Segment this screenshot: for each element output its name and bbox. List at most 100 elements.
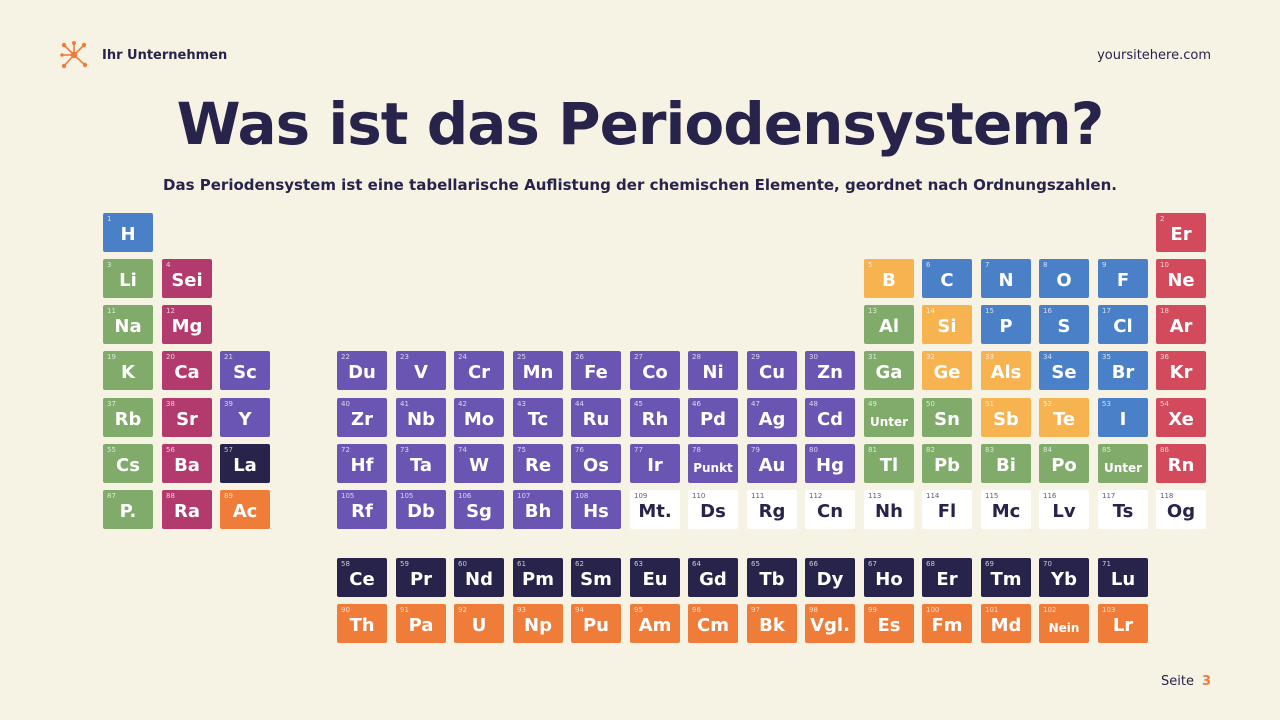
element-cell: 15 P: [981, 305, 1031, 344]
element-symbol: Cm: [697, 615, 729, 636]
atomic-number: 112: [809, 492, 823, 500]
element-cell: 34 Se: [1039, 351, 1089, 390]
atomic-number: 36: [1160, 353, 1169, 361]
element-symbol: Vgl.: [810, 615, 850, 636]
element-symbol: Kr: [1169, 362, 1193, 383]
element-cell: 22 Du: [337, 351, 387, 390]
element-cell: 83 Bi: [981, 444, 1031, 483]
element-cell: 71 Lu: [1098, 558, 1148, 597]
atomic-number: 12: [166, 307, 175, 315]
element-symbol: Te: [1052, 409, 1076, 430]
element-cell: 14 Si: [922, 305, 972, 344]
element-symbol: V: [414, 362, 428, 383]
element-cell: 61 Pm: [513, 558, 563, 597]
page-title: Was ist das Periodensystem?: [176, 90, 1105, 158]
element-cell: 56 Ba: [162, 444, 212, 483]
atomic-number: 33: [985, 353, 994, 361]
element-cell: 94 Pu: [571, 604, 621, 643]
page-label: Seite: [1160, 674, 1194, 689]
element-cell: 109 Mt.: [630, 490, 680, 529]
atomic-number: 99: [868, 606, 877, 614]
element-cell: 18 Ar: [1156, 305, 1206, 344]
element-cell: 88 Ra: [162, 490, 212, 529]
element-cell: 42 Mo: [454, 398, 504, 437]
element-cell: 90 Th: [337, 604, 387, 643]
atomic-number: 107: [517, 492, 531, 500]
element-cell: 102 Nein: [1039, 604, 1089, 643]
atomic-number: 30: [809, 353, 818, 361]
atomic-number: 50: [926, 400, 935, 408]
element-cell: 29 Cu: [747, 351, 797, 390]
atomic-number: 117: [1102, 492, 1116, 500]
page-footer: Seite 3: [1161, 674, 1211, 689]
atomic-number: 23: [400, 353, 409, 361]
element-cell: 96 Cm: [688, 604, 738, 643]
atomic-number: 5: [868, 261, 873, 269]
element-symbol: Rb: [114, 409, 142, 430]
atomic-number: 24: [458, 353, 467, 361]
element-symbol: Pr: [409, 569, 433, 590]
element-cell: 103 Lr: [1098, 604, 1148, 643]
element-cell: 97 Bk: [747, 604, 797, 643]
element-cell: 73 Ta: [396, 444, 446, 483]
atomic-number: 115: [985, 492, 999, 500]
element-symbol: Cs: [116, 455, 140, 476]
element-symbol: Tl: [879, 455, 899, 476]
element-cell: 47 Ag: [747, 398, 797, 437]
atomic-number: 26: [575, 353, 584, 361]
atomic-number: 46: [692, 400, 701, 408]
atomic-number: 100: [926, 606, 940, 614]
element-symbol: Nb: [407, 409, 435, 430]
element-cell: 48 Cd: [805, 398, 855, 437]
element-cell: 52 Te: [1039, 398, 1089, 437]
site-url[interactable]: yoursitehere.com: [1097, 48, 1211, 63]
atomic-number: 60: [458, 560, 467, 568]
element-symbol: Nein: [1048, 621, 1080, 635]
element-cell: 105 Rf: [337, 490, 387, 529]
atomic-number: 7: [985, 261, 990, 269]
atomic-number: 22: [341, 353, 350, 361]
element-symbol: B: [882, 270, 896, 291]
element-cell: 46 Pd: [688, 398, 738, 437]
element-symbol: Unter: [869, 415, 909, 429]
atomic-number: 81: [868, 446, 877, 454]
element-cell: 107 Bh: [513, 490, 563, 529]
element-cell: 53 I: [1098, 398, 1148, 437]
atomic-number: 6: [926, 261, 931, 269]
atomic-number: 64: [692, 560, 701, 568]
atomic-number: 40: [341, 400, 350, 408]
element-symbol: Ar: [1169, 316, 1193, 337]
atomic-number: 93: [517, 606, 526, 614]
element-symbol: Pb: [933, 455, 961, 476]
element-symbol: K: [121, 362, 135, 383]
atomic-number: 1: [107, 215, 112, 223]
element-cell: 98 Vgl.: [805, 604, 855, 643]
element-symbol: Tb: [759, 569, 785, 590]
element-symbol: F: [1116, 270, 1130, 291]
element-cell: 69 Tm: [981, 558, 1031, 597]
element-cell: 24 Cr: [454, 351, 504, 390]
element-cell: 95 Am: [630, 604, 680, 643]
element-cell: 113 Nh: [864, 490, 914, 529]
atomic-number: 44: [575, 400, 584, 408]
element-symbol: Lr: [1112, 615, 1134, 636]
element-cell: 106 Sg: [454, 490, 504, 529]
element-symbol: C: [940, 270, 954, 291]
atomic-number: 10: [1160, 261, 1169, 269]
element-cell: 51 Sb: [981, 398, 1031, 437]
element-cell: 2 Er: [1156, 213, 1206, 252]
element-cell: 13 Al: [864, 305, 914, 344]
element-symbol: Li: [119, 270, 137, 291]
element-symbol: Sr: [176, 409, 198, 430]
element-symbol: Zr: [351, 409, 373, 430]
element-symbol: Cr: [467, 362, 491, 383]
element-symbol: Eu: [642, 569, 668, 590]
atomic-number: 38: [166, 400, 175, 408]
atomic-number: 55: [107, 446, 116, 454]
atomic-number: 84: [1043, 446, 1052, 454]
atomic-number: 57: [224, 446, 233, 454]
atomic-number: 43: [517, 400, 526, 408]
atomic-number: 116: [1043, 492, 1057, 500]
molecule-icon: [60, 40, 88, 70]
element-symbol: Rf: [351, 501, 373, 522]
